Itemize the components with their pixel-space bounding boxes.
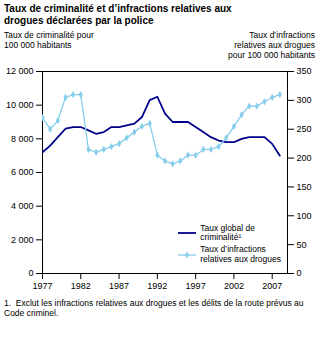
svg-text:2007: 2007 (262, 280, 282, 290)
svg-text:250: 250 (297, 124, 312, 134)
svg-text:1982: 1982 (71, 280, 91, 290)
svg-text:1992: 1992 (147, 280, 167, 290)
svg-text:6 000: 6 000 (11, 167, 34, 177)
svg-text:2002: 2002 (224, 280, 244, 290)
html-text:Taux global de criminalité¹: Taux global de criminalité¹ (200, 222, 255, 243)
html-text:Taux d’infractions relatives a: Taux d’infractions relatives aux drogues (200, 244, 281, 264)
svg-text:1987: 1987 (109, 280, 129, 290)
html-text:1. Exclut les infractions rela: 1. Exclut les infractions relatives aux … (4, 297, 306, 318)
svg-text:0: 0 (297, 268, 302, 278)
svg-text:8 000: 8 000 (11, 133, 34, 143)
svg-text:100: 100 (297, 210, 312, 220)
svg-text:12 000: 12 000 (6, 66, 34, 76)
svg-text:1977: 1977 (32, 280, 52, 290)
svg-text:300: 300 (297, 95, 312, 105)
svg-text:10 000: 10 000 (6, 100, 34, 110)
svg-text:4 000: 4 000 (11, 201, 34, 211)
html-text:Taux de criminalité pour 100 0: Taux de criminalité pour 100 000 habitan… (4, 30, 94, 51)
html-text:Taux d’infractions relatives a: Taux d’infractions relatives aux drogues… (228, 30, 315, 61)
svg-text:1997: 1997 (186, 280, 206, 290)
html-text:Taux de criminalité et d’infra: Taux de criminalité et d’infractions rel… (4, 3, 232, 26)
svg-text:350: 350 (297, 66, 312, 76)
svg-text:200: 200 (297, 153, 312, 163)
svg-text:2 000: 2 000 (11, 234, 34, 244)
svg-text:0: 0 (28, 268, 33, 278)
svg-text:150: 150 (297, 181, 312, 191)
svg-text:50: 50 (297, 239, 307, 249)
